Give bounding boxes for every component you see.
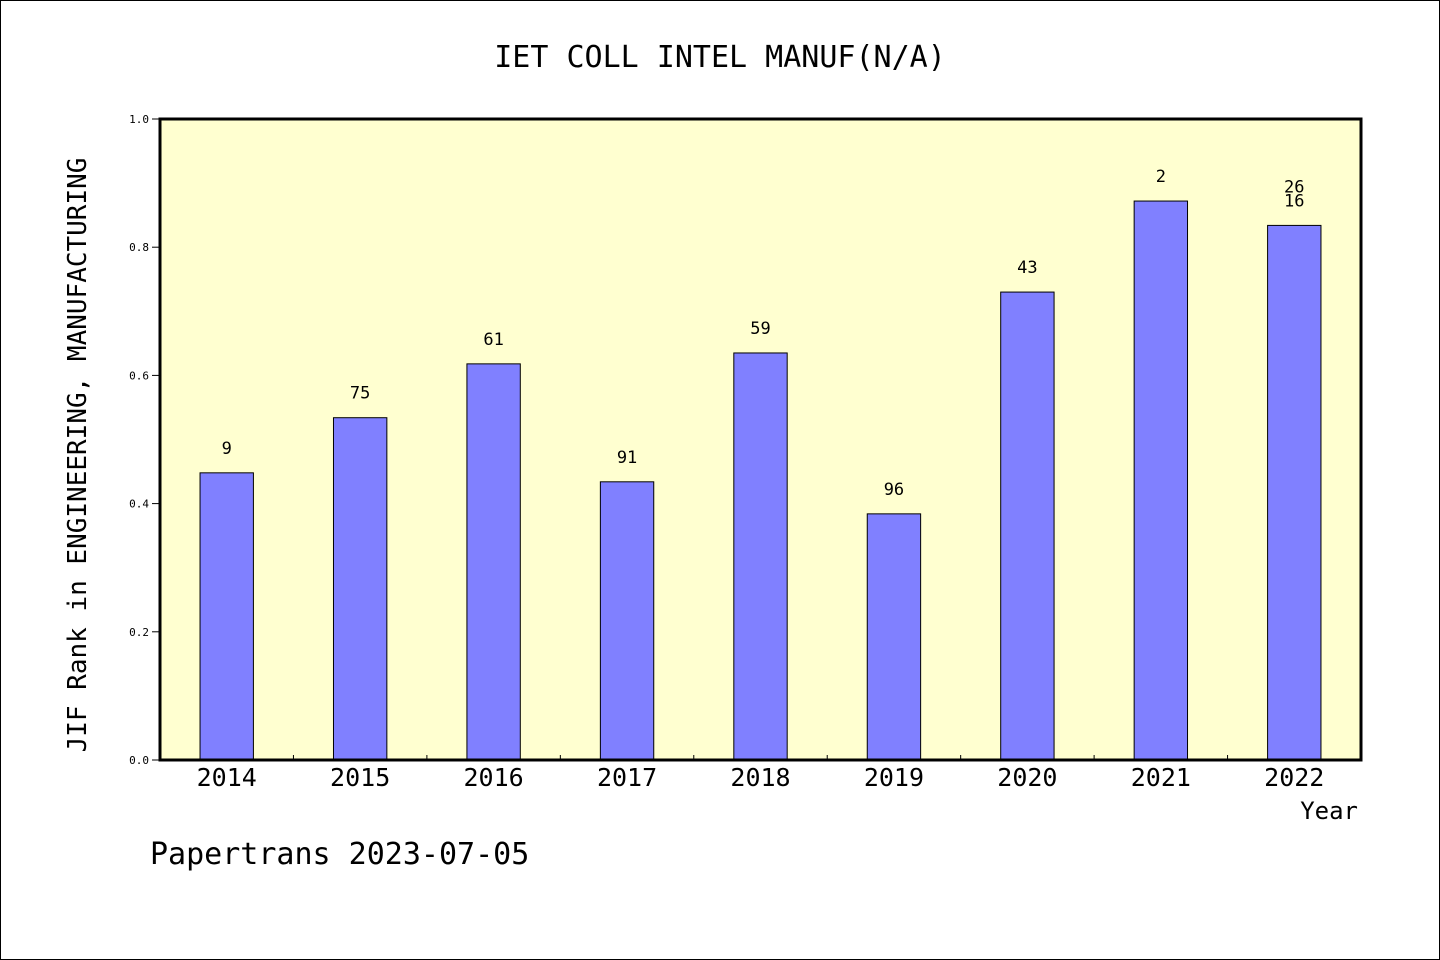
y-tick-label-0.6: 0.6 [129,369,149,382]
bar-label-2017: 91 [617,448,637,468]
y-tick-label-0.2: 0.2 [129,626,149,639]
bars-group [199,200,1322,761]
x-tick-label-2016: 2016 [464,763,524,792]
chart-title: IET COLL INTEL MANUF(N/A) [494,40,946,75]
bar-label-2014: 9 [222,439,232,459]
bar-label-2015: 75 [350,384,370,404]
bar-label-2019: 96 [884,480,904,500]
y-tick-label-0.4: 0.4 [129,498,149,511]
footer-credit: Papertrans 2023-07-05 [150,837,529,872]
x-tick-label-2022: 2022 [1264,763,1324,792]
y-tick-label-1.0: 1.0 [129,113,149,126]
x-tick-label-2019: 2019 [864,763,924,792]
bar-2022 [1267,224,1322,761]
x-tick-label-2020: 2020 [997,763,1057,792]
bar-2015 [332,417,388,761]
bar-label-2020: 43 [1017,258,1037,278]
bar-label-2022-2: 16 [1284,191,1304,211]
bar-label-2022-1: 26 [1284,177,1304,197]
x-axis: 2014 2015 2016 2017 2018 2019 2020 2021 2022 [197,755,1324,792]
bar-2016 [466,363,521,761]
x-axis-label: Year [1300,797,1358,825]
y-tick-label-0.8: 0.8 [129,241,149,254]
bar-2020 [1000,291,1055,761]
x-tick-label-2015: 2015 [330,763,390,792]
x-tick-label-2021: 2021 [1131,763,1191,792]
bar-2014 [199,472,254,761]
bar-label-2016: 61 [483,330,503,350]
plot-border [158,117,1363,762]
bar-label-2021: 2 [1156,167,1166,187]
bar-2019 [866,513,922,761]
bar-2017 [599,481,655,761]
bar-2021 [1133,200,1189,761]
x-tick-label-2014: 2014 [197,763,257,792]
y-axis-label: JIF Rank in ENGINEERING, MANUFACTURING [63,158,93,753]
bar-label-2018: 59 [750,319,770,339]
y-tick-label-0.0: 0.0 [129,754,149,767]
x-tick-label-2017: 2017 [597,763,657,792]
y-axis: 0.0 0.2 0.4 0.6 0.8 1.0 [129,113,160,767]
bar-2018 [733,352,788,761]
x-tick-label-2018: 2018 [730,763,790,792]
